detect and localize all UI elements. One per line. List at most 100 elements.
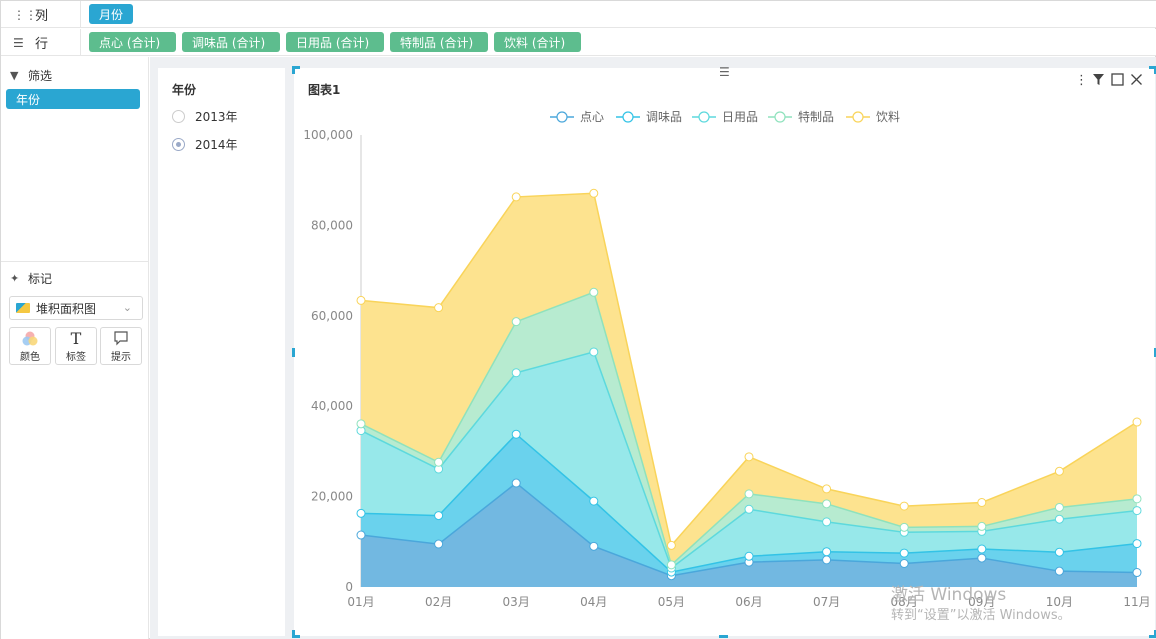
close-icon[interactable] [1130,73,1143,90]
data-point [1054,466,1064,476]
data-point [744,452,754,462]
pill-beverages[interactable]: 饮料 (合计) [494,32,581,52]
data-point [511,368,521,378]
tooltip-button-label: 提示 [111,351,131,363]
x-tick-label: 05月 [658,595,685,609]
watermark-line1: 激活 Windows [891,585,1007,605]
left-panel: ▼ 筛选 年份 ✦ 标记 堆积面积图 ⌄ 颜色 T 标签 提示 [1,57,149,639]
x-tick-label: 03月 [503,595,530,609]
filter-pill-year[interactable]: 年份 [6,89,140,109]
data-point [666,560,676,570]
data-point [511,192,521,202]
x-tick-label: 02月 [425,595,452,609]
data-point [744,504,754,514]
data-point [434,539,444,549]
marks-section-title: ✦ 标记 [1,268,52,288]
legend-label: 日用品 [722,110,758,124]
data-point [822,547,832,557]
legend-label: 点心 [580,110,604,124]
mark-type-select[interactable]: 堆积面积图 ⌄ [9,296,143,320]
data-point [1132,506,1142,516]
chevron-down-icon: ⌄ [122,301,132,314]
legend-item: 日用品 [692,110,758,124]
data-point [1054,547,1064,557]
legend-label: 特制品 [798,109,834,124]
pin-icon: ✦ [10,271,20,285]
data-point [666,540,676,550]
columns-shelf-header: ⋮⋮⋮ 列 [1,1,81,28]
legend-label: 饮料 [876,110,900,124]
pill-condiments[interactable]: 调味品 (合计) [182,32,280,52]
legend-marker [556,111,568,123]
data-point [511,429,521,439]
area-3 [361,292,1137,569]
panel-divider [1,261,149,262]
data-point [511,478,521,488]
resize-handle-bottom[interactable] [719,635,728,638]
pill-snacks[interactable]: 点心 (合计) [89,32,176,52]
pill-specialty[interactable]: 特制品 (合计) [390,32,488,52]
radio-checked-icon [172,138,185,151]
filter-section-title: ▼ 筛选 [1,65,52,85]
data-point [744,551,754,561]
drag-handle-icon[interactable]: ☰ [719,65,730,79]
data-point [1132,539,1142,549]
data-point [589,287,599,297]
data-point [899,558,909,568]
pill-daily-goods[interactable]: 日用品 (合计) [286,32,384,52]
rows-shelf-label: 行 [35,37,49,52]
legend-marker [774,111,786,123]
label-button[interactable]: T 标签 [55,327,97,365]
data-point [899,548,909,558]
data-point [1054,566,1064,576]
filter-funnel-icon[interactable] [1092,73,1105,90]
color-button[interactable]: 颜色 [9,327,51,365]
area-1 [361,434,1137,576]
resize-handle-right[interactable] [1154,348,1156,357]
x-tick-label: 01月 [347,595,374,609]
chart-card: 图表1 ☰ ⋮ 0 20,000 40,000 60,000 80,000 100,000… [292,65,1156,638]
data-point [899,501,909,511]
stacked-area-icon [16,303,30,313]
stacked-area-chart: 0 20,000 40,000 60,000 80,000 100,000 01月 02月 03… [303,109,1150,609]
data-point [356,419,366,429]
year-option-2014[interactable]: 2014年 [172,136,238,153]
x-tick-label: 08月 [891,595,918,609]
data-point [977,521,987,531]
rows-shelf-header: ☰ 行 [1,29,81,56]
y-tick-label: 60,000 [311,309,353,323]
pill-month[interactable]: 月份 [89,4,134,24]
resize-handle-left[interactable] [292,348,295,357]
mark-type-label: 堆积面积图 [36,301,97,316]
data-point [434,303,444,313]
columns-shelf-label: 列 [35,9,49,24]
maximize-icon[interactable] [1111,73,1124,90]
legend-item: 特制品 [768,109,834,124]
data-point [356,530,366,540]
filter-icon: ▼ [10,68,19,82]
label-button-label: 标签 [66,351,86,363]
data-point [822,555,832,565]
year-filter-title: 年份 [172,83,197,97]
legend-item: 调味品 [616,110,682,124]
color-button-label: 颜色 [20,351,40,363]
more-icon[interactable]: ⋮ [1075,73,1088,88]
palette-icon [21,330,39,348]
data-point [1132,417,1142,427]
y-tick-label: 40,000 [311,399,353,413]
y-tick-label: 20,000 [311,490,353,504]
data-point [822,517,832,527]
year-option-2013[interactable]: 2013年 [172,108,238,125]
radio-unchecked-icon [172,110,185,123]
legend-marker [852,111,864,123]
watermark-line2: 转到“设置”以激活 Windows。 [891,608,1071,623]
legend-marker [698,111,710,123]
selection-corner [1149,66,1156,74]
data-point [356,508,366,518]
legend-label: 调味品 [646,110,682,124]
rows-shelf: ☰ 行 点心 (合计) 调味品 (合计) 日用品 (合计) 特制品 (合计) 饮… [1,29,1156,56]
data-point [822,484,832,494]
columns-icon: ⋮⋮⋮ [13,7,49,22]
tooltip-button[interactable]: 提示 [100,327,142,365]
x-tick-label: 09月 [968,595,995,609]
